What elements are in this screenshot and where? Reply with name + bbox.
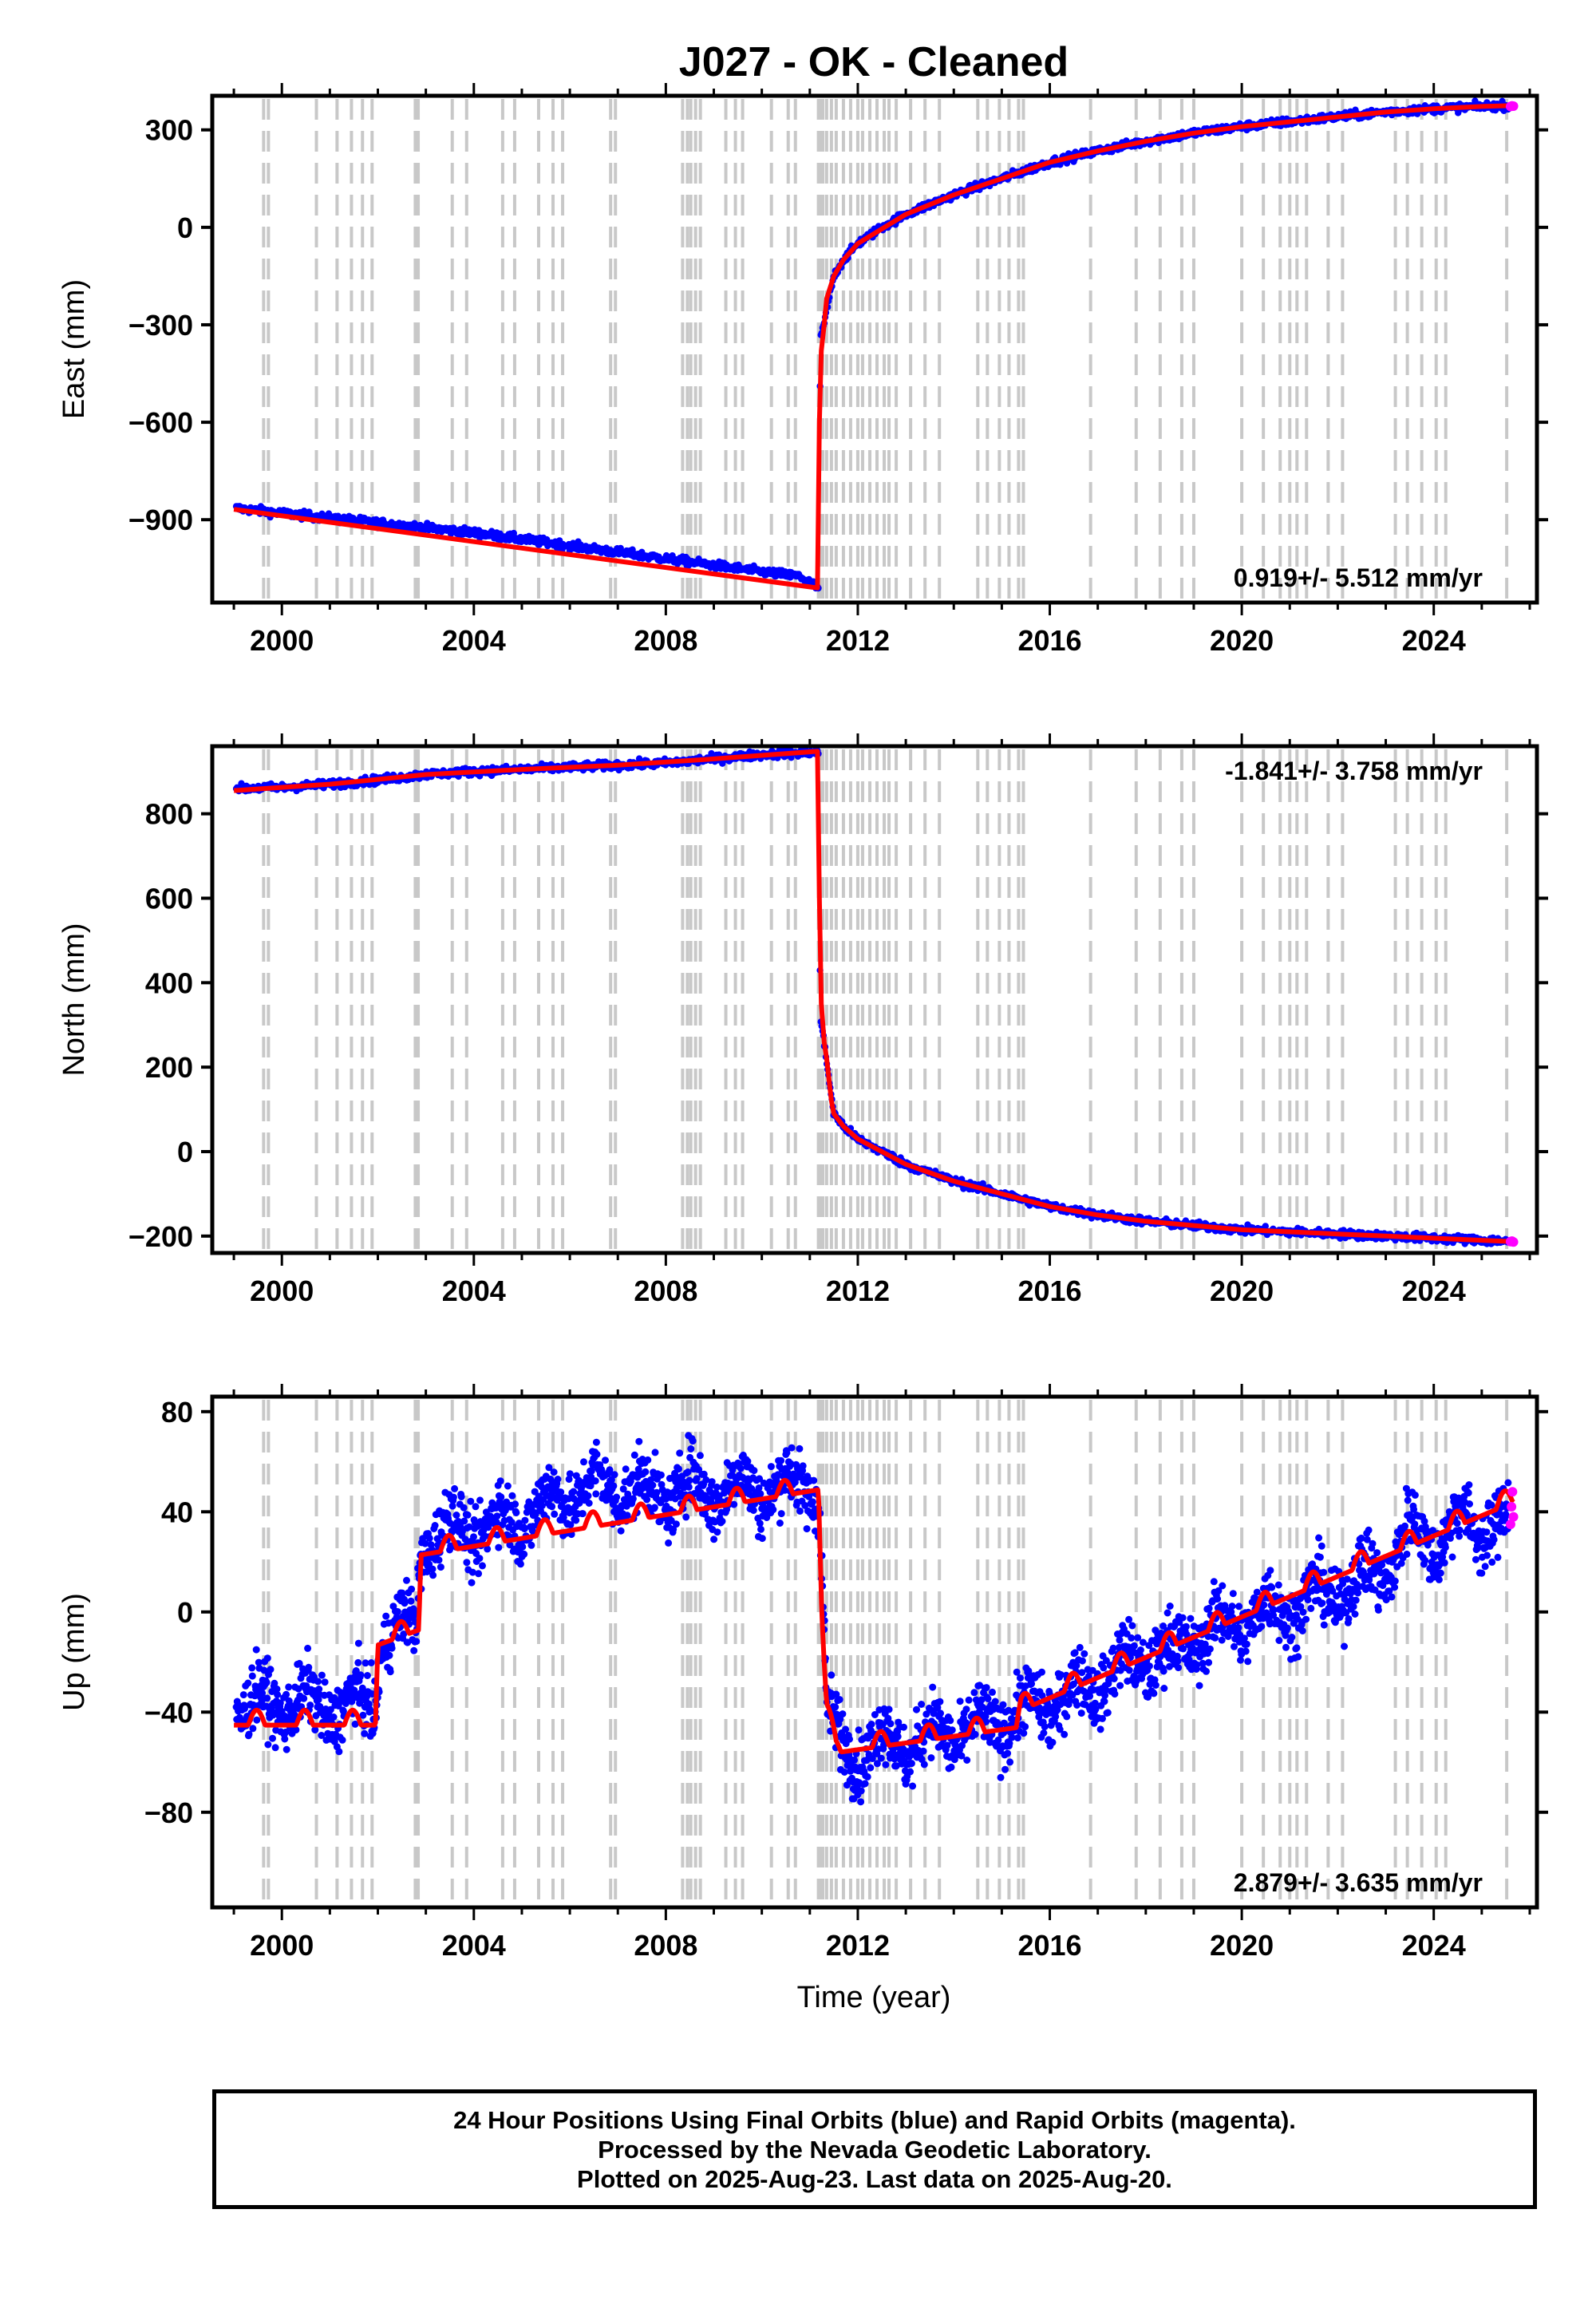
north-data — [232, 745, 1519, 1247]
east-plot-frame — [210, 93, 1539, 605]
up-panel: 80 40 0 −40 −80 2000 2004 2008 2012 2016 2020 2024… — [57, 1384, 1548, 1962]
east-x-axis: 2000 2004 2008 2012 2016 2020 2024 — [232, 83, 1531, 657]
model-line — [233, 749, 1514, 1244]
y-tick-label: −40 — [144, 1696, 193, 1729]
x-tick-label: 2016 — [1017, 1929, 1081, 1962]
y-tick-label: 800 — [145, 798, 193, 831]
y-tick-label: −300 — [128, 309, 193, 342]
east-y-axis: 300 0 −300 −600 −900 — [128, 114, 1548, 536]
y-tick-label: 0 — [177, 211, 193, 244]
y-tick-label: 400 — [145, 966, 193, 999]
up-y-axis: 80 40 0 −40 −80 — [144, 1396, 1548, 1829]
x-tick-label: 2012 — [826, 1275, 890, 1307]
x-tick-label: 2004 — [442, 1275, 506, 1307]
up-x-axis: 2000 2004 2008 2012 2016 2020 2024 — [232, 1384, 1531, 1962]
x-tick-label: 2016 — [1017, 624, 1081, 657]
up-rate-label: 2.879+/- 3.635 mm/yr — [1234, 1868, 1483, 1897]
footer-line-2: Processed by the Nevada Geodetic Laborat… — [598, 2135, 1152, 2164]
y-tick-label: −900 — [128, 504, 193, 536]
y-tick-label: 0 — [177, 1136, 193, 1168]
north-y-label: North (mm) — [57, 923, 91, 1076]
event-lines — [262, 1400, 1509, 1904]
y-tick-label: 600 — [145, 883, 193, 915]
y-tick-label: −600 — [128, 406, 193, 439]
x-tick-label: 2004 — [442, 624, 506, 657]
y-tick-label: 80 — [161, 1396, 193, 1429]
north-x-axis: 2000 2004 2008 2012 2016 2020 2024 — [232, 733, 1531, 1307]
x-tick-label: 2016 — [1017, 1275, 1081, 1307]
east-rate-label: 0.919+/- 5.512 mm/yr — [1234, 563, 1483, 592]
x-tick-label: 2000 — [250, 624, 314, 657]
y-tick-label: 0 — [177, 1596, 193, 1629]
y-tick-label: −80 — [144, 1796, 193, 1829]
rapid-orbit-point — [1508, 1512, 1519, 1522]
x-tick-label: 2000 — [250, 1275, 314, 1307]
x-tick-label: 2012 — [826, 624, 890, 657]
x-tick-label: 2024 — [1402, 1929, 1466, 1962]
rapid-orbit-point — [1505, 1520, 1515, 1529]
event-lines — [262, 99, 1509, 599]
model-line — [232, 1477, 1515, 1755]
north-plot-frame — [210, 744, 1539, 1255]
y-tick-label: 40 — [161, 1496, 193, 1528]
final-orbit-points — [232, 745, 1512, 1247]
y-tick-label: −200 — [128, 1220, 193, 1253]
up-y-label: Up (mm) — [57, 1593, 91, 1711]
x-tick-label: 2008 — [634, 624, 697, 657]
footer-line-3: Plotted on 2025-Aug-23. Last data on 202… — [577, 2164, 1172, 2193]
event-lines — [262, 749, 1509, 1250]
up-plot-frame — [210, 1394, 1539, 1910]
x-tick-label: 2008 — [634, 1275, 697, 1307]
x-tick-label: 2024 — [1402, 624, 1466, 657]
up-data — [232, 1432, 1519, 1806]
y-tick-label: 200 — [145, 1051, 193, 1084]
x-tick-label: 2020 — [1210, 1275, 1274, 1307]
east-data — [232, 97, 1519, 592]
chart-title: J027 - OK - Cleaned — [679, 39, 1069, 85]
final-orbit-points — [232, 1432, 1512, 1806]
x-tick-label: 2020 — [1210, 624, 1274, 657]
x-tick-label: 2000 — [250, 1929, 314, 1962]
north-rate-label: -1.841+/- 3.758 mm/yr — [1225, 757, 1483, 785]
rapid-orbit-point — [1508, 1237, 1519, 1247]
x-tick-label: 2024 — [1402, 1275, 1466, 1307]
x-axis-label: Time (year) — [797, 1981, 951, 2014]
rapid-orbit-point — [1508, 101, 1519, 112]
x-tick-label: 2004 — [442, 1929, 506, 1962]
footer-line-1: 24 Hour Positions Using Final Orbits (bl… — [453, 2105, 1296, 2134]
model-line — [233, 103, 1514, 591]
x-tick-label: 2012 — [826, 1929, 890, 1962]
footer-note: 24 Hour Positions Using Final Orbits (bl… — [212, 2089, 1537, 2209]
north-y-axis: 800 600 400 200 0 −200 — [128, 798, 1548, 1253]
final-orbit-points — [232, 97, 1512, 592]
y-tick-label: 300 — [145, 114, 193, 147]
east-y-label: East (mm) — [57, 279, 91, 419]
rapid-orbit-point — [1507, 1487, 1518, 1497]
x-tick-label: 2008 — [634, 1929, 697, 1962]
x-tick-label: 2020 — [1210, 1929, 1274, 1962]
east-panel: 300 0 −300 −600 −900 2000 2004 2008 2012 2016 202… — [57, 83, 1548, 657]
rapid-orbit-point — [1507, 1502, 1517, 1512]
